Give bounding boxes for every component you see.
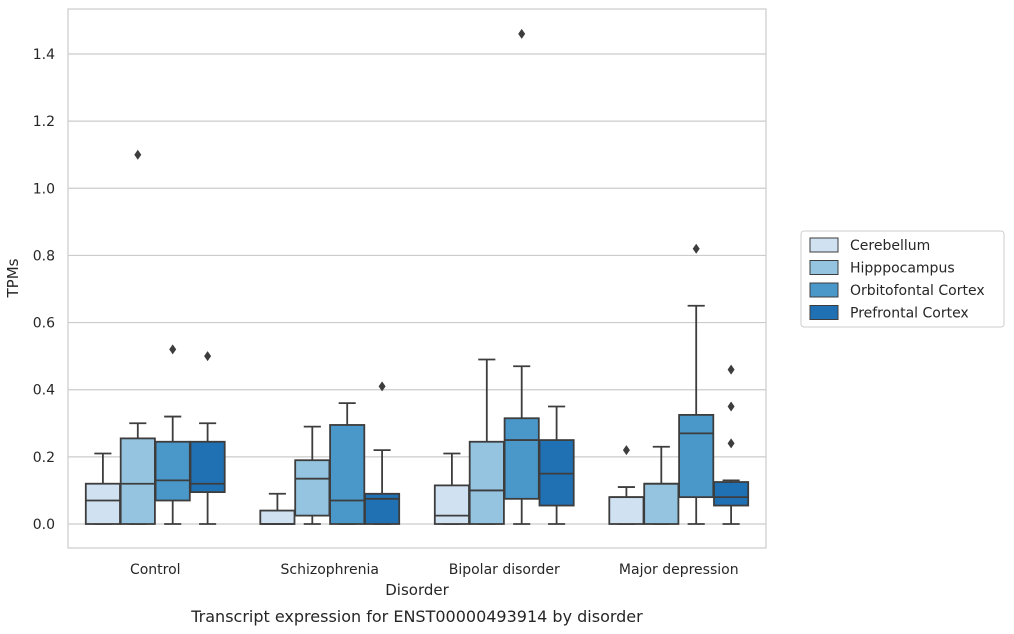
plot-area-frame: [67, 8, 767, 549]
chart-caption: Transcript expression for ENST0000049391…: [190, 607, 643, 626]
legend-label: Cerebellum: [850, 238, 930, 254]
outlier-point: [727, 364, 735, 375]
legend-swatch: [809, 260, 839, 275]
x-tick-label: Major depression: [619, 562, 739, 578]
legend-swatch: [809, 282, 839, 298]
box-hipppocampus: [643, 445, 680, 525]
legend-frame: [800, 230, 1005, 328]
y-axis-title: TPMs: [4, 258, 22, 298]
box-orbitofontal-cortex: [329, 402, 366, 525]
box-cerebellum: [84, 452, 121, 525]
outlier-point: [727, 438, 735, 449]
legend-label: Orbitofontal Cortex: [850, 283, 985, 299]
box-prefrontal-cortex: [189, 351, 226, 525]
x-tick-labels: Control Schizophrenia Bipolar disorder Majo…: [130, 562, 739, 578]
legend-label: Hipppocampus: [850, 261, 955, 277]
box-body: [84, 482, 121, 525]
x-tick-label: Bipolar disorder: [449, 562, 560, 578]
box-body: [154, 440, 191, 502]
outlier-point: [622, 445, 630, 456]
box-cerebellum: [608, 445, 645, 525]
box-body: [294, 459, 331, 517]
box-body: [643, 482, 680, 525]
box-cerebellum: [259, 492, 296, 525]
outlier-point: [169, 344, 177, 355]
box-hipppocampus: [468, 358, 505, 525]
legend: Cerebellum Hipppocampus Orbitofontal Corte…: [800, 230, 1005, 328]
y-tick-labels: 0.0 0.2 0.4 0.6 0.8 1.0 1.2 1.4: [33, 47, 55, 533]
y-tick-label: 1.4: [33, 47, 55, 63]
box-body: [119, 437, 156, 525]
x-axis-title: Disorder: [385, 581, 449, 599]
y-tick-label: 0.2: [33, 450, 55, 466]
box-orbitofontal-cortex: [678, 243, 715, 525]
box-body: [433, 484, 470, 525]
outlier-point: [518, 28, 526, 39]
box-orbitofontal-cortex: [503, 28, 540, 525]
box-prefrontal-cortex: [364, 381, 401, 525]
boxes: [84, 28, 750, 525]
box-orbitofontal-cortex: [154, 344, 191, 525]
box-body: [608, 496, 645, 525]
legend-swatch: [809, 237, 839, 253]
box-body: [329, 424, 366, 525]
y-tick-label: 1.0: [33, 181, 55, 197]
box-body: [713, 481, 750, 507]
y-tick-label: 0.6: [33, 316, 55, 332]
box-body: [503, 417, 540, 500]
box-body: [678, 413, 715, 499]
outlier-point: [204, 351, 212, 362]
box-prefrontal-cortex: [713, 364, 750, 525]
legend-swatch: [809, 305, 839, 320]
box-body: [259, 509, 296, 525]
x-tick-label: Control: [130, 562, 181, 578]
x-tick-label: Schizophrenia: [281, 562, 379, 578]
y-tick-label: 0.8: [33, 248, 55, 264]
outlier-point: [727, 401, 735, 412]
box-prefrontal-cortex: [538, 405, 575, 525]
outlier-point: [378, 381, 386, 392]
box-cerebellum: [433, 452, 470, 525]
outlier-point: [692, 243, 700, 254]
y-tick-label: 1.2: [33, 114, 55, 130]
y-tick-label: 0.4: [33, 383, 55, 399]
y-tick-label: 0.0: [33, 517, 55, 533]
legend-label: Prefrontal Cortex: [850, 306, 969, 322]
box-body: [468, 440, 505, 525]
box-hipppocampus: [119, 149, 156, 525]
box-hipppocampus: [294, 425, 331, 525]
outlier-point: [134, 149, 142, 160]
